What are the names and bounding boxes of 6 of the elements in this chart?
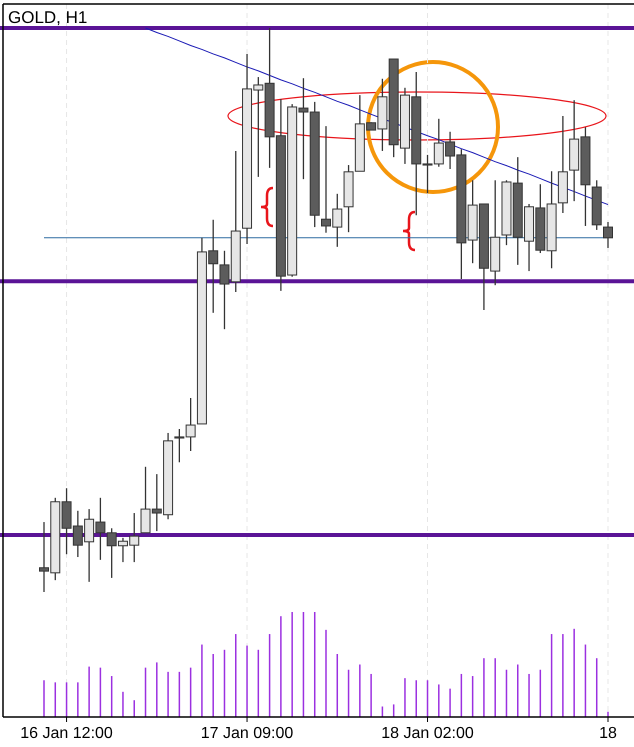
x-tick-label: 16 Jan 12:00 [20, 725, 113, 742]
x-tick-label: 18 [599, 725, 617, 742]
x-tick-label: 18 Jan 02:00 [381, 725, 474, 742]
x-tick-label: 17 Jan 09:00 [200, 725, 294, 742]
chart-title: GOLD, H1 [8, 8, 88, 27]
candlestick [603, 221, 613, 249]
